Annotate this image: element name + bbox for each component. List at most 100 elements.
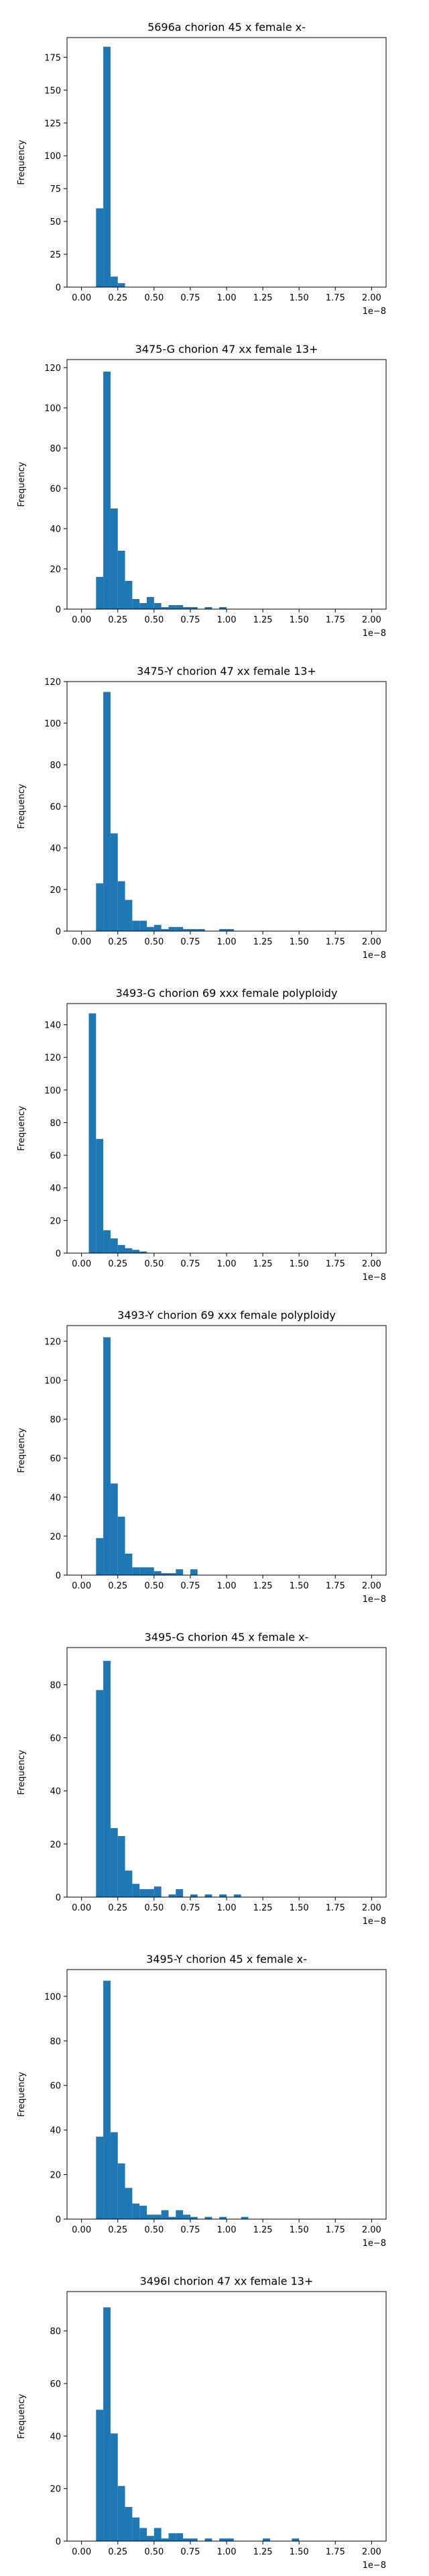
y-axis-label: Frequency: [17, 784, 27, 828]
y-tick-label: 80: [50, 1118, 61, 1128]
y-tick-label: 20: [50, 1216, 61, 1226]
histogram-bar: [147, 1567, 154, 1575]
histogram-bar: [147, 2536, 154, 2541]
y-tick-label: 75: [50, 184, 61, 195]
histogram-bar: [139, 2528, 147, 2541]
y-tick-label: 80: [50, 2037, 61, 2047]
y-axis-label: Frequency: [17, 1428, 27, 1472]
y-tick-label: 0: [56, 2215, 61, 2225]
x-tick-label: 2.00: [362, 1903, 381, 1913]
histogram-bar: [241, 2216, 249, 2219]
histogram-bar: [110, 2132, 118, 2219]
x-tick-label: 0.25: [108, 1259, 127, 1269]
y-tick-label: 40: [50, 1787, 61, 1797]
histogram-bar: [154, 603, 162, 609]
x-tick-label: 0.75: [180, 2547, 200, 2557]
x-tick-label: 1.00: [217, 2225, 237, 2235]
x-tick-label: 1.50: [290, 1259, 309, 1269]
histogram-bar: [219, 607, 227, 609]
x-tick-label: 2.00: [362, 293, 381, 303]
x-tick-label: 1.25: [253, 293, 273, 303]
histogram-bar: [103, 2307, 111, 2541]
y-tick-label: 0: [56, 1893, 61, 1903]
x-tick-label: 0.00: [72, 1259, 91, 1269]
x-tick-label: 0.50: [144, 2547, 164, 2557]
x-tick-label: 2.00: [362, 615, 381, 625]
histogram-bar: [96, 883, 104, 931]
y-tick-label: 80: [50, 761, 61, 771]
x-tick-label: 0.00: [72, 1903, 91, 1913]
histogram-bar: [154, 1886, 162, 1897]
histogram-bar: [125, 2507, 133, 2541]
y-tick-label: 20: [50, 565, 61, 575]
histogram-bar: [103, 1337, 111, 1575]
histogram-bar: [190, 1894, 198, 1897]
x-tick-label: 0.75: [180, 615, 200, 625]
x-tick-label: 1.50: [290, 2225, 309, 2235]
histogram-bar: [125, 1870, 133, 1897]
histogram-bar: [168, 2216, 176, 2219]
histogram-bar: [139, 1251, 147, 1253]
histogram-bar: [154, 2214, 162, 2219]
y-tick-label: 0: [56, 1571, 61, 1581]
histogram-bar: [103, 372, 111, 609]
y-tick-label: 60: [50, 2379, 61, 2390]
histogram-bar: [96, 2410, 104, 2541]
axes-frame: [66, 37, 387, 288]
histogram-bar: [117, 2485, 125, 2541]
histogram-bar: [147, 597, 154, 609]
histogram-bar: [183, 607, 190, 609]
histogram-bar: [204, 2216, 212, 2219]
x-tick-label: 0.50: [144, 293, 164, 303]
x-tick-label: 1.50: [290, 293, 309, 303]
histogram-bar: [125, 581, 133, 609]
x-tick-label: 2.00: [362, 1259, 381, 1269]
y-tick-label: 100: [44, 1992, 61, 2002]
histogram-panel: 3493-G chorion 69 xxx female polyploidy 0…: [17, 987, 387, 1283]
x-tick-label: 1.25: [253, 1259, 273, 1269]
y-tick-label: 80: [50, 444, 61, 454]
histogram-bar: [132, 1567, 140, 1575]
chart-title: 3493-Y chorion 69 xxx female polyploidy: [117, 1309, 336, 1322]
histogram-bar: [139, 603, 147, 609]
x-offset-label: 1e−8: [363, 307, 386, 317]
x-tick-label: 1.25: [253, 2547, 273, 2557]
histogram-bar: [125, 1248, 133, 1253]
x-tick-label: 0.50: [144, 2225, 164, 2235]
y-tick-label: 40: [50, 1184, 61, 1194]
x-tick-label: 0.00: [72, 937, 91, 947]
histogram-bar: [227, 2538, 234, 2541]
y-tick-label: 60: [50, 802, 61, 812]
histogram-bar: [139, 920, 147, 931]
y-tick-label: 40: [50, 844, 61, 854]
x-tick-label: 0.25: [108, 2547, 127, 2557]
y-tick-label: 60: [50, 484, 61, 494]
histogram-bar: [139, 2206, 147, 2219]
y-tick-label: 120: [44, 1053, 61, 1063]
x-tick-label: 0.25: [108, 2225, 127, 2235]
y-tick-label: 40: [50, 2432, 61, 2442]
histogram-bar: [103, 46, 111, 287]
x-tick-label: 2.00: [362, 2225, 381, 2235]
histogram-bar: [147, 926, 154, 931]
histogram-bar: [117, 1516, 125, 1575]
x-tick-label: 0.25: [108, 1581, 127, 1591]
histogram-bar: [154, 1571, 162, 1575]
x-tick-label: 1.25: [253, 937, 273, 947]
x-tick-label: 0.75: [180, 937, 200, 947]
x-tick-label: 0.50: [144, 937, 164, 947]
x-tick-label: 1.00: [217, 1903, 237, 1913]
histogram-bar: [132, 599, 140, 609]
histogram-bar: [176, 1889, 184, 1897]
histogram-bar: [219, 928, 227, 931]
chart-title: 5696a chorion 45 x female x-: [147, 21, 306, 34]
histogram-bar: [147, 2214, 154, 2219]
histogram-bar: [132, 920, 140, 931]
histogram-bar: [161, 607, 169, 609]
chart-title: 3495-Y chorion 45 x female x-: [146, 1953, 307, 1966]
histogram-bar: [103, 1660, 111, 1897]
y-tick-label: 40: [50, 1493, 61, 1503]
x-tick-label: 0.75: [180, 1259, 200, 1269]
histogram-bar: [204, 607, 212, 609]
